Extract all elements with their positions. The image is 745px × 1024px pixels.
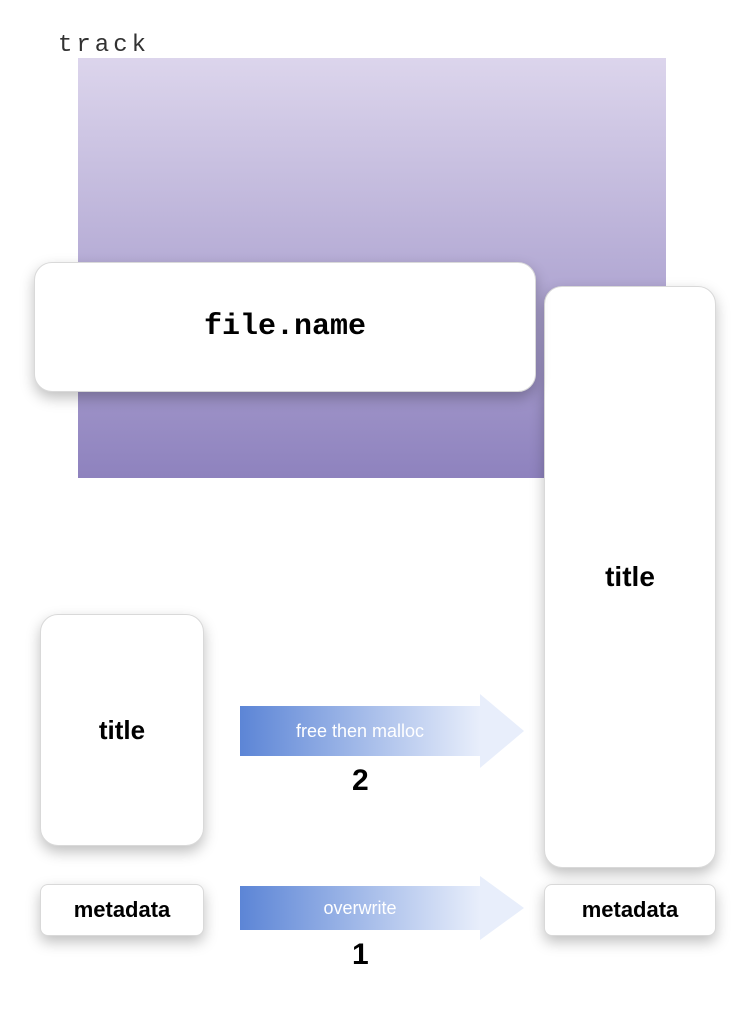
arrow-overwrite-label: overwrite [323, 898, 396, 919]
arrow-overwrite-head [480, 876, 524, 940]
title-left-label: title [99, 715, 145, 746]
track-label: track [58, 32, 150, 59]
track-label-text: track [58, 32, 150, 59]
metadata-right-label: metadata [582, 897, 679, 923]
title-left-box: title [40, 614, 204, 846]
arrow-free-then-malloc-number: 2 [352, 764, 369, 798]
title-right-box: title [544, 286, 716, 868]
metadata-left-label: metadata [74, 897, 171, 923]
arrow-overwrite-number: 1 [352, 938, 369, 972]
file-name-box: file.name [34, 262, 536, 392]
file-name-label: file.name [204, 310, 366, 344]
metadata-right-box: metadata [544, 884, 716, 936]
arrow-free-then-malloc-body: free then malloc [240, 706, 480, 756]
metadata-left-box: metadata [40, 884, 204, 936]
title-right-label: title [605, 561, 655, 593]
arrow-free-then-malloc-label: free then malloc [296, 721, 424, 742]
arrow-overwrite-body: overwrite [240, 886, 480, 930]
arrow-free-then-malloc-head [480, 694, 524, 768]
